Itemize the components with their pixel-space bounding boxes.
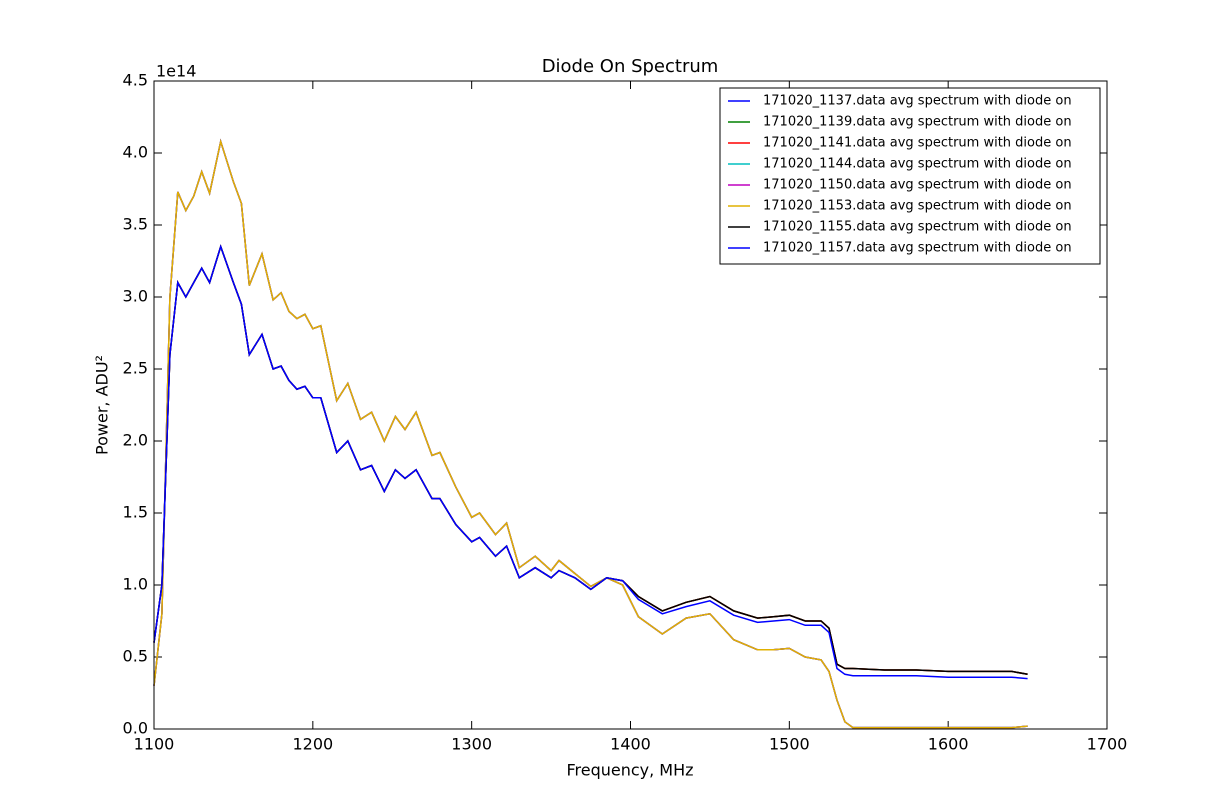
y-tick-label: 0.0 — [123, 719, 148, 738]
series-line — [153, 244, 1028, 676]
series-line — [153, 244, 1028, 676]
series-line — [153, 244, 1028, 676]
y-tick-label: 3.0 — [123, 287, 148, 306]
legend-label: 171020_1139.data avg spectrum with diode… — [763, 115, 1072, 130]
legend-label: 171020_1153.data avg spectrum with diode… — [763, 199, 1072, 214]
legend-label: 171020_1141.data avg spectrum with diode… — [763, 136, 1072, 151]
x-tick-label: 1700 — [1087, 735, 1128, 754]
x-axis-label: Frequency, MHz — [566, 761, 693, 780]
y-tick-label: 1.5 — [123, 503, 148, 522]
x-tick-label: 1400 — [610, 735, 651, 754]
series-line — [153, 244, 1028, 680]
y-tick-label: 2.0 — [123, 431, 148, 450]
x-tick-label: 1600 — [928, 735, 969, 754]
plot-frame — [153, 80, 1108, 730]
legend-box — [719, 87, 1101, 265]
x-tick-label: 1200 — [292, 735, 333, 754]
legend-label: 171020_1144.data avg spectrum with diode… — [763, 157, 1072, 172]
y-axis-label: Power, ADU² — [93, 355, 112, 455]
y-offset-label: 1e14 — [156, 62, 196, 81]
x-tick-label: 1100 — [134, 735, 175, 754]
legend-label: 171020_1137.data avg spectrum with diode… — [763, 94, 1072, 109]
x-tick-label: 1500 — [769, 735, 810, 754]
legend-label: 171020_1150.data avg spectrum with diode… — [763, 178, 1072, 193]
y-tick-label: 2.5 — [123, 359, 148, 378]
y-tick-label: 0.5 — [123, 647, 148, 666]
series-line — [153, 138, 1028, 729]
y-tick-label: 3.5 — [123, 215, 148, 234]
y-tick-label: 4.0 — [123, 143, 148, 162]
y-tick-label: 4.5 — [123, 71, 148, 90]
x-tick-label: 1300 — [451, 735, 492, 754]
legend-label: 171020_1157.data avg spectrum with diode… — [763, 241, 1072, 256]
y-tick-label: 1.0 — [123, 575, 148, 594]
legend-label: 171020_1155.data avg spectrum with diode… — [763, 220, 1072, 235]
chart-title: Diode On Spectrum — [542, 56, 719, 77]
